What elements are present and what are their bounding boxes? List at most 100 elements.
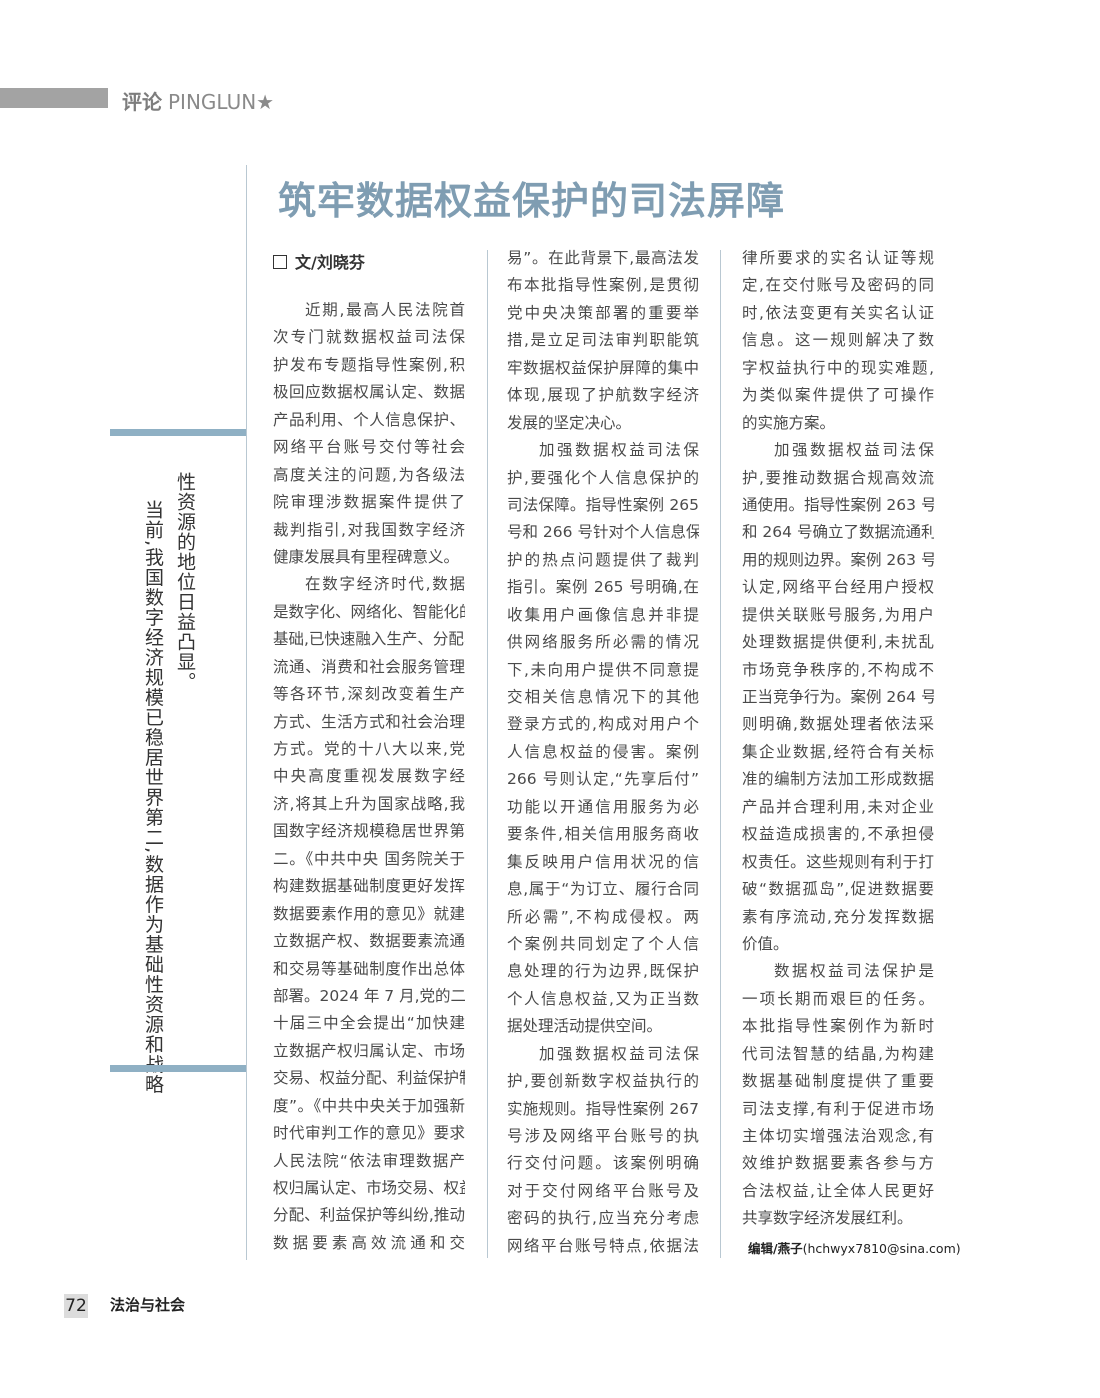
text-line: 息,属于“为订立、履行合同 <box>507 880 699 899</box>
text-line: 所必需”,不构成侵权。两 <box>507 907 699 926</box>
text-line: 个案例共同划定了个人信 <box>507 934 699 953</box>
text-line: 价值。 <box>742 934 789 953</box>
text-line: 数据要素作用的意见》就建 <box>273 904 465 923</box>
text-line: 网络平台账号交付等社会 <box>273 438 465 457</box>
text-line: 基础,已快速融入生产、分配、 <box>273 630 465 649</box>
text-line: 为类似案件提供了可操作 <box>742 386 934 405</box>
text-line: 下,未向用户提供不同意提 <box>507 660 699 679</box>
text-line: 方式。党的十八大以来,党 <box>273 740 465 758</box>
text-line: 是数字化、网络化、智能化的 <box>273 602 465 621</box>
vertical-divider <box>246 165 247 1260</box>
text-line: 通使用。指导性案例 263 号 <box>742 495 934 514</box>
text-line: 司法保障。指导性案例 265 <box>507 495 699 514</box>
text-line: 准的编制方法加工形成数据 <box>742 770 934 789</box>
text-line: 和交易等基础制度作出总体 <box>273 959 465 978</box>
text-line: 正当竞争行为。案例 264 号 <box>742 688 934 706</box>
text-line: 效维护数据要素各参与方 <box>742 1154 934 1173</box>
article-column-1: 近期,最高人民法院首次专门就数据权益司法保 护发布专题指导性案例,积 极回应数据权属… <box>273 297 465 1257</box>
text-line: 党中央决策部署的重要举 <box>507 303 699 322</box>
square-bullet-icon <box>273 255 287 269</box>
pull-quote-line-1: 当前,我国数字经济规模已稳居世界第二,数据作为基础性资源和战略 <box>142 500 164 1095</box>
text-line: 构建数据基础制度更好发挥 <box>273 877 465 896</box>
text-line: 破“数据孤岛”,促进数据要 <box>742 880 934 899</box>
text-line: 产品并合理利用,未对企业 <box>742 797 934 816</box>
text-line: 功能以开通信用服务为必 <box>507 797 699 816</box>
star-icon: ★ <box>256 90 275 114</box>
text-line: 极回应数据权属认定、数据 <box>273 383 465 402</box>
text-line: 近期,最高人民法院首 <box>305 301 465 319</box>
section-name-en: PINGLUN <box>168 90 257 114</box>
text-line: 行交付问题。该案例明确 <box>507 1154 699 1173</box>
author-byline: 文/刘晓芬 <box>273 249 365 273</box>
text-line: 权益造成损害的,不承担侵 <box>742 825 934 844</box>
text-line: 对于交付网络平台账号及 <box>507 1181 699 1200</box>
text-line: 信息。这一规则解决了数 <box>742 331 934 350</box>
text-line: 牢数据权益保护屏障的集中 <box>507 358 699 377</box>
text-line: 加强数据权益司法保 <box>539 441 699 460</box>
editor-email: (hchwyx7810@sina.com) <box>802 1241 961 1256</box>
pull-quote-bar-top <box>110 429 246 436</box>
text-line: 供网络服务所必需的情况 <box>507 633 699 652</box>
text-line: 次专门就数据权益司法保 <box>273 328 465 347</box>
pull-quote-line-2: 性资源的地位日益凸显。 <box>174 472 196 692</box>
text-line: 护,要强化个人信息保护的 <box>507 468 699 487</box>
text-line: 密码的执行,应当充分考虑 <box>507 1209 699 1228</box>
text-line: 济,将其上升为国家战略,我 <box>273 794 465 813</box>
text-line: 则明确,数据处理者依法采 <box>742 715 934 734</box>
author-name: 文/刘晓芬 <box>295 253 365 272</box>
text-line: 院审理涉数据案件提供了 <box>273 493 465 512</box>
text-line: 要条件,相关信用服务商收 <box>507 825 699 844</box>
text-line: 数据基础制度提供了重要 <box>742 1072 934 1091</box>
section-name-cn: 评论 <box>122 90 162 114</box>
article-column-3: 律所要求的实名认证等规 定,在交付账号及密码的同 时,依法变更有关实名认证 信息。这一… <box>742 245 934 1233</box>
text-line: 体现,展现了护航数字经济 <box>507 386 699 405</box>
text-line: 市场竞争秩序的,不构成不 <box>742 660 934 679</box>
text-line: 护的热点问题提供了裁判 <box>507 550 699 569</box>
text-line: 时代审判工作的意见》要求 <box>273 1124 465 1143</box>
text-line: 交易、权益分配、利益保护制 <box>273 1069 465 1088</box>
text-line: 主体切实增强法治观念,有 <box>742 1127 934 1145</box>
section-header: 评论 PINGLUN★ <box>122 86 274 115</box>
text-line: 字权益执行中的现实难题, <box>742 358 934 377</box>
text-line: 护发布专题指导性案例,积 <box>273 355 465 374</box>
text-line: 部署。2024 年 7 月,党的二 <box>273 986 465 1005</box>
section-header-bar <box>0 88 108 108</box>
text-line: 产品利用、个人信息保护、 <box>273 410 465 429</box>
text-line: 和 264 号确立了数据流通利 <box>742 523 934 542</box>
text-line: 人民法院“依法审理数据产 <box>273 1151 465 1170</box>
text-line: 个人信息权益,又为正当数 <box>507 989 699 1008</box>
article-column-2: 易”。在此背景下,最高法发 布本批指导性案例,是贯彻 党中央决策部署的重要举 措,是立… <box>507 245 699 1260</box>
text-line: 数据要素高效流通和交 <box>273 1233 465 1252</box>
text-line: 指引。案例 265 号明确,在 <box>507 578 699 597</box>
text-line: 裁判指引,对我国数字经济 <box>273 520 465 539</box>
editor-label: 编辑/燕子 <box>748 1241 803 1256</box>
text-line: 十届三中全会提出“加快建 <box>273 1014 465 1033</box>
text-line: 的实施方案。 <box>742 413 836 432</box>
page-number: 72 <box>64 1294 88 1318</box>
text-line: 处理数据提供便利,未扰乱 <box>742 633 934 652</box>
magazine-name: 法治与社会 <box>110 1296 186 1314</box>
text-line: 提供关联账号服务,为用户 <box>742 605 934 624</box>
text-line: 息处理的行为边界,既保护 <box>507 962 699 981</box>
text-line: 发展的坚定决心。 <box>507 413 632 432</box>
text-line: 等各环节,深刻改变着生产 <box>273 685 465 704</box>
text-line: 号和 266 号针对个人信息保 <box>507 523 699 542</box>
text-line: 收集用户画像信息并非提 <box>507 605 699 624</box>
text-line: 权责任。这些规则有利于打 <box>742 852 934 871</box>
text-line: 立数据产权归属认定、市场 <box>273 1041 465 1060</box>
text-line: 网络平台账号特点,依据法 <box>507 1236 699 1255</box>
text-line: 健康发展具有里程碑意义。 <box>273 547 460 566</box>
text-line: 在数字经济时代,数据 <box>305 575 465 594</box>
column-divider <box>487 250 488 1258</box>
text-line: 合法权益,让全体人民更好 <box>742 1181 934 1200</box>
text-line: 据处理活动提供空间。 <box>507 1017 663 1036</box>
text-line: 律所要求的实名认证等规 <box>742 249 934 267</box>
text-line: 方式、生活方式和社会治理 <box>273 712 465 731</box>
text-line: 数据权益司法保护是 <box>774 962 934 981</box>
text-line: 中央高度重视发展数字经 <box>273 767 465 786</box>
text-line: 加强数据权益司法保 <box>539 1044 699 1063</box>
text-line: 措,是立足司法审判职能筑 <box>507 331 699 350</box>
text-line: 布本批指导性案例,是贯彻 <box>507 276 699 295</box>
text-line: 护,要创新数字权益执行的 <box>507 1072 699 1091</box>
text-line: 分配、利益保护等纠纷,推动 <box>273 1206 465 1225</box>
